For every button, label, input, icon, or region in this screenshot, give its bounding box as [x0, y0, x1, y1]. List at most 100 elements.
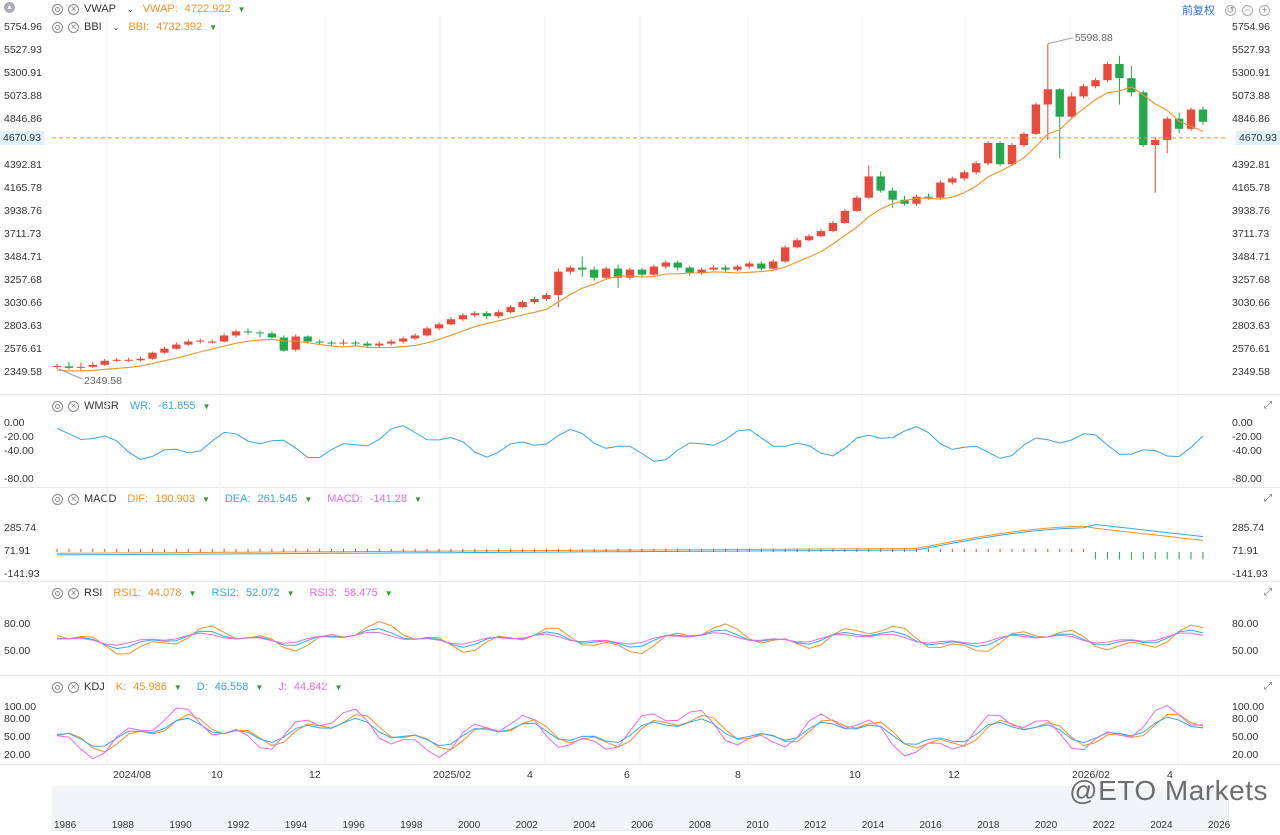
wr-tick-label: -20.00 [4, 431, 34, 443]
low-marker-line [58, 368, 83, 380]
series-value: -141.28 [369, 493, 407, 505]
price-tick-label: 2349.58 [1232, 366, 1270, 378]
indicator-name[interactable]: KDJ [84, 681, 105, 693]
candle-body [709, 267, 718, 270]
undo-icon[interactable]: ↺ [1225, 4, 1236, 16]
close-icon[interactable] [68, 493, 79, 505]
triangle-down-icon[interactable]: ▼ [414, 494, 422, 504]
settings-icon[interactable] [52, 400, 63, 412]
triangle-down-icon[interactable]: ▼ [334, 682, 343, 692]
rsi-tick-label: 50.00 [1232, 645, 1259, 657]
indicator-name[interactable]: MACD [84, 493, 117, 505]
candle-body [112, 359, 121, 361]
triangle-down-icon[interactable]: ▼ [201, 494, 210, 504]
navigator-year-label: 2016 [919, 820, 942, 831]
macd-tick-label: 71.91 [1232, 544, 1259, 557]
candle-body [255, 332, 265, 334]
series-value: 45.986 [133, 681, 167, 693]
candle-body [1031, 104, 1041, 134]
close-icon[interactable] [68, 21, 79, 33]
expand-icon[interactable]: ⤢ [1264, 493, 1272, 504]
triangle-down-icon[interactable]: ▼ [202, 401, 211, 411]
indicator-header-bbi: BBI ⌄ BBI: 4732.392 ▼ [52, 19, 227, 35]
settings-icon[interactable] [52, 3, 63, 15]
candle-body [172, 344, 181, 349]
wr-tick-label: 0.00 [1232, 417, 1253, 429]
candle-body [649, 266, 659, 275]
collapse-icon[interactable]: ▲ [4, 2, 15, 13]
candle-body [1115, 63, 1124, 79]
candle-body [494, 312, 503, 317]
candle-body [375, 343, 384, 346]
rsi3-line [56, 631, 1204, 646]
wr-tick-label: 0.00 [4, 417, 25, 429]
bbi-line [56, 86, 1204, 372]
price-tick-label: 5300.91 [4, 66, 42, 79]
candle-body [983, 142, 993, 164]
kdj-tick-label: 50.00 [4, 731, 31, 743]
indicator-name[interactable]: BBI [84, 21, 102, 33]
indicator-name[interactable]: RSI [84, 587, 103, 599]
candle-body [100, 360, 109, 365]
chevron-down-icon[interactable]: ⌄ [112, 22, 120, 32]
settings-icon[interactable] [52, 681, 63, 693]
candle-body [864, 176, 873, 198]
time-tick-label: 12 [309, 769, 321, 781]
navigator-year-label: 2014 [861, 820, 885, 831]
series-label: J: [278, 681, 287, 693]
candle-body [1174, 118, 1184, 129]
candle-body [267, 333, 277, 338]
settings-icon[interactable] [52, 493, 63, 505]
settings-icon[interactable] [52, 21, 63, 33]
close-icon[interactable] [68, 587, 79, 599]
price-tick-label: 4846.86 [1232, 112, 1270, 125]
price-tick-label: 3257.68 [1232, 274, 1270, 286]
settings-icon[interactable] [52, 587, 63, 599]
candle-body [184, 341, 193, 345]
rsi-tick-label: 80.00 [1232, 618, 1259, 630]
price-tick-label: 2576.61 [1232, 342, 1270, 355]
candle-body [339, 342, 348, 344]
candle-body [470, 313, 479, 316]
triangle-down-icon[interactable]: ▼ [209, 22, 218, 32]
series-label: K: [115, 681, 127, 693]
indicator-name[interactable]: VWAP [84, 3, 116, 15]
price-tick-label: 3484.71 [1232, 250, 1270, 263]
triangle-down-icon[interactable]: ▼ [173, 682, 182, 692]
triangle-down-icon[interactable]: ▼ [188, 588, 197, 598]
navigator-year-label: 2018 [977, 820, 1000, 831]
candle-body [745, 263, 754, 267]
expand-icon[interactable]: ⤢ [1264, 681, 1272, 692]
candle-body [625, 269, 635, 278]
triangle-down-icon[interactable]: ▼ [255, 682, 264, 692]
triangle-down-icon[interactable]: ▼ [384, 588, 393, 598]
current-price-badge: 4670.93 [0, 130, 44, 145]
candle-body [697, 269, 706, 273]
triangle-down-icon[interactable]: ▼ [286, 588, 295, 598]
expand-icon[interactable]: ⤢ [1264, 587, 1272, 598]
candle-body [590, 269, 599, 278]
price-tick-label: 5527.93 [1232, 44, 1270, 56]
close-icon[interactable] [68, 400, 79, 412]
time-tick-label: 8 [735, 769, 741, 781]
series-label: RSI1: [113, 587, 141, 599]
indicator-header-macd: MACD DIF: 190.903 ▼ DEA: 261.545 ▼ MACD:… [52, 491, 432, 507]
series-value: 44.842 [293, 681, 328, 693]
zoom-in-icon[interactable]: + [1259, 4, 1270, 16]
candle-body [769, 261, 778, 269]
close-icon[interactable] [68, 681, 79, 693]
candle-body [924, 196, 933, 198]
navigator-year-label: 2006 [631, 820, 654, 831]
candle-body [661, 262, 670, 267]
price-tick-label: 3711.73 [1232, 228, 1270, 240]
expand-icon[interactable]: ⤢ [1264, 400, 1272, 411]
zoom-out-icon[interactable]: − [1242, 4, 1253, 16]
adjust-mode-button[interactable]: 前复权 [1182, 5, 1215, 17]
close-icon[interactable] [68, 3, 79, 15]
range-navigator[interactable] [52, 786, 1228, 830]
indicator-name[interactable]: WMSR [84, 400, 119, 412]
triangle-down-icon[interactable]: ▼ [237, 4, 246, 14]
triangle-down-icon[interactable]: ▼ [304, 494, 313, 504]
chevron-down-icon[interactable]: ⌄ [127, 4, 134, 14]
